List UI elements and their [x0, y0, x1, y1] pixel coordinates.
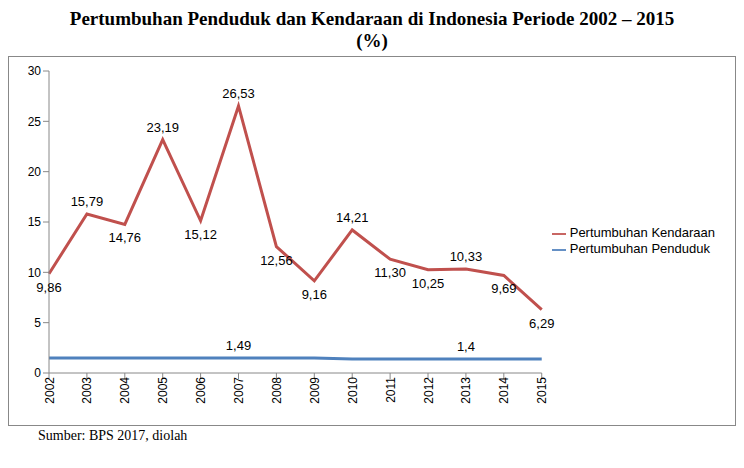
- svg-text:15: 15: [28, 215, 42, 229]
- svg-text:9,86: 9,86: [36, 280, 61, 295]
- svg-text:11,30: 11,30: [374, 265, 406, 280]
- svg-text:2002: 2002: [43, 377, 57, 404]
- html-text:Pertumbuhan Kendaraan: Pertumbuhan Kendaraan: [569, 225, 715, 241]
- svg-text:15,79: 15,79: [71, 194, 104, 209]
- svg-text:30: 30: [28, 64, 42, 78]
- svg-text:0: 0: [34, 366, 41, 380]
- svg-text:9,69: 9,69: [491, 281, 516, 296]
- svg-text:1,4: 1,4: [457, 339, 475, 354]
- svg-text:9,16: 9,16: [302, 287, 327, 302]
- html-text:Pertumbuhan Penduduk: Pertumbuhan Penduduk: [569, 241, 710, 256]
- html-text:Pertumbuhan Penduduk dan Kenda: Pertumbuhan Penduduk dan Kendaraan di In…: [69, 8, 675, 29]
- svg-text:2010: 2010: [346, 377, 360, 404]
- svg-text:2004: 2004: [118, 377, 132, 404]
- svg-text:26,53: 26,53: [222, 86, 255, 101]
- svg-text:25: 25: [28, 115, 42, 129]
- svg-text:10: 10: [28, 266, 42, 280]
- svg-text:10,25: 10,25: [412, 276, 445, 291]
- svg-text:2013: 2013: [459, 377, 473, 404]
- svg-text:2008: 2008: [270, 377, 284, 404]
- svg-text:1,49: 1,49: [226, 338, 251, 353]
- svg-text:2007: 2007: [232, 377, 246, 404]
- svg-text:10,33: 10,33: [450, 249, 483, 264]
- svg-text:2003: 2003: [80, 377, 94, 404]
- svg-text:23,19: 23,19: [146, 120, 179, 135]
- svg-text:2009: 2009: [308, 377, 322, 404]
- svg-text:2015: 2015: [535, 377, 549, 404]
- svg-text:14,76: 14,76: [109, 230, 142, 245]
- svg-text:2011: 2011: [384, 377, 398, 403]
- svg-text:2014: 2014: [497, 377, 511, 404]
- svg-text:2006: 2006: [194, 377, 208, 404]
- svg-text:2012: 2012: [422, 377, 436, 404]
- svg-text:20: 20: [28, 165, 42, 179]
- svg-text:15,12: 15,12: [184, 227, 217, 242]
- svg-text:2005: 2005: [156, 377, 170, 404]
- svg-text:6,29: 6,29: [529, 316, 554, 331]
- svg-text:5: 5: [34, 316, 41, 330]
- html-text:Sumber: BPS 2017, diolah: Sumber: BPS 2017, diolah: [38, 428, 188, 443]
- svg-text:12,56: 12,56: [260, 253, 293, 268]
- svg-text:14,21: 14,21: [336, 210, 369, 225]
